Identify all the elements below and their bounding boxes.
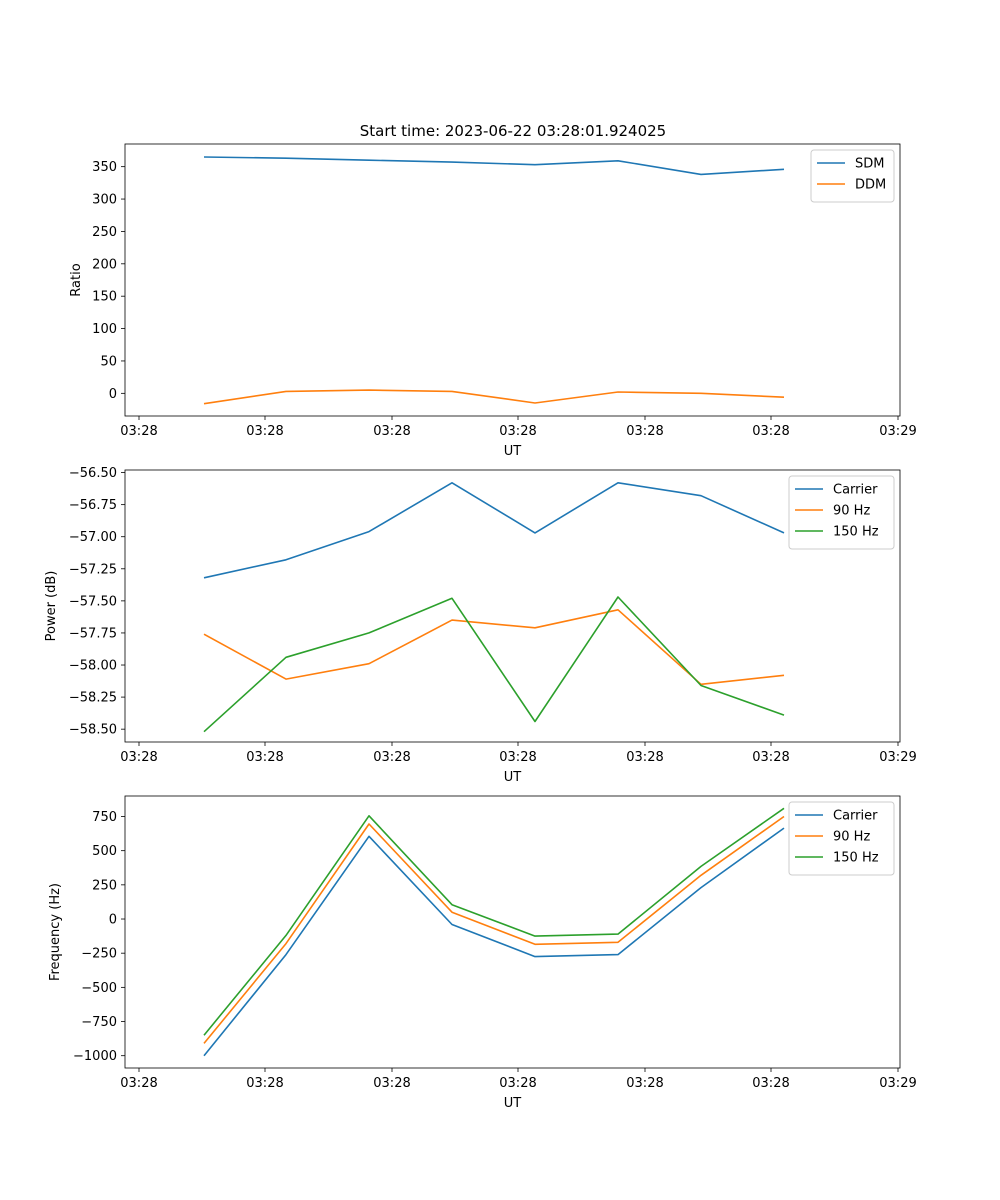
chart-panel-2: 03:28 03:28 03:28 03:28 03:28 03:28 03:29 −56.5… bbox=[44, 466, 917, 785]
y-tick-label: −58.00 bbox=[69, 659, 117, 674]
y-tick-label: −500 bbox=[81, 981, 117, 996]
y-tick-label: −57.00 bbox=[69, 530, 117, 545]
series-line-carrier bbox=[203, 481, 785, 579]
legend-label: 150 Hz bbox=[833, 525, 879, 540]
x-tick-label: 03:28 bbox=[246, 424, 283, 439]
legend-label: 90 Hz bbox=[833, 830, 870, 845]
x-tick-label: 03:28 bbox=[373, 750, 410, 765]
x-tick-label: 03:29 bbox=[879, 424, 916, 439]
x-tick-label: 03:28 bbox=[499, 424, 536, 439]
x-tick-label: 03:28 bbox=[752, 750, 789, 765]
y-tick-label: 200 bbox=[92, 257, 117, 272]
y-tick-label: −250 bbox=[81, 947, 117, 962]
x-tick-label: 03:28 bbox=[373, 424, 410, 439]
series-line-90-hz bbox=[203, 815, 785, 1044]
y-tick-label: −750 bbox=[81, 1015, 117, 1030]
chart-panel-1: 03:28 03:28 03:28 03:28 03:28 03:28 03:29 0 50 10… bbox=[69, 143, 917, 459]
x-tick-label: 03:28 bbox=[499, 750, 536, 765]
axes-frame bbox=[124, 795, 901, 1069]
axes-frame bbox=[124, 469, 901, 743]
y-tick-label: −58.25 bbox=[69, 691, 117, 706]
chart-panel-3: 03:28 03:28 03:28 03:28 03:28 03:28 03:29 750 50… bbox=[48, 795, 917, 1111]
legend-label: 90 Hz bbox=[833, 504, 870, 519]
series-line-ddm bbox=[203, 389, 785, 405]
y-tick-label: 0 bbox=[109, 913, 117, 928]
x-tick-label: 03:28 bbox=[499, 1076, 536, 1091]
y-axis-label: Power (dB) bbox=[44, 571, 59, 642]
y-tick-label: 150 bbox=[92, 290, 117, 305]
y-axis-label: Frequency (Hz) bbox=[48, 883, 63, 981]
legend: Carrier 90 Hz 150 Hz bbox=[788, 801, 895, 876]
series-line-sdm bbox=[203, 156, 785, 176]
x-tick-label: 03:28 bbox=[120, 424, 157, 439]
x-tick-label: 03:28 bbox=[626, 424, 663, 439]
x-tick-label: 03:28 bbox=[752, 1076, 789, 1091]
axes-frame bbox=[124, 143, 901, 417]
x-tick-label: 03:28 bbox=[626, 750, 663, 765]
legend-label: SDM bbox=[855, 157, 884, 172]
y-tick-label: −57.75 bbox=[69, 626, 117, 641]
y-axis-label: Ratio bbox=[69, 263, 84, 296]
y-tick-label: 250 bbox=[92, 225, 117, 240]
x-tick-label: 03:28 bbox=[373, 1076, 410, 1091]
y-tick-label: −57.50 bbox=[69, 594, 117, 609]
y-tick-label: −57.25 bbox=[69, 562, 117, 577]
x-tick-label: 03:29 bbox=[879, 750, 916, 765]
y-tick-label: 250 bbox=[92, 878, 117, 893]
plots-container: 03:28 03:28 03:28 03:28 03:28 03:28 03:29 0 50 10… bbox=[44, 143, 917, 1111]
legend: Carrier 90 Hz 150 Hz bbox=[788, 475, 895, 550]
x-tick-label: 03:28 bbox=[246, 750, 283, 765]
x-axis-label: UT bbox=[504, 444, 522, 459]
legend-label: 150 Hz bbox=[833, 851, 879, 866]
legend-label: DDM bbox=[855, 178, 886, 193]
x-tick-label: 03:28 bbox=[120, 1076, 157, 1091]
x-tick-label: 03:28 bbox=[752, 424, 789, 439]
figure-title: Start time: 2023-06-22 03:28:01.924025 bbox=[360, 122, 666, 140]
legend: SDM DDM bbox=[810, 149, 895, 203]
x-axis-label: UT bbox=[504, 1096, 522, 1111]
y-tick-label: 350 bbox=[92, 160, 117, 175]
y-tick-label: −1000 bbox=[73, 1049, 117, 1064]
x-tick-label: 03:28 bbox=[120, 750, 157, 765]
y-tick-label: 100 bbox=[92, 322, 117, 337]
y-tick-label: 750 bbox=[92, 810, 117, 825]
x-tick-label: 03:28 bbox=[626, 1076, 663, 1091]
legend-label: Carrier bbox=[833, 809, 878, 824]
x-tick-label: 03:28 bbox=[246, 1076, 283, 1091]
series-line-150-hz bbox=[203, 596, 785, 733]
y-tick-label: 50 bbox=[100, 354, 117, 369]
series-line-150-hz bbox=[203, 807, 785, 1036]
x-tick-label: 03:29 bbox=[879, 1076, 916, 1091]
y-tick-label: −56.75 bbox=[69, 498, 117, 513]
y-tick-label: 0 bbox=[109, 387, 117, 402]
series-line-carrier bbox=[203, 827, 785, 1057]
y-tick-label: −56.50 bbox=[69, 466, 117, 481]
legend-label: Carrier bbox=[833, 483, 878, 498]
y-tick-label: 500 bbox=[92, 844, 117, 859]
y-tick-label: 300 bbox=[92, 193, 117, 208]
x-axis-label: UT bbox=[504, 770, 522, 785]
y-tick-label: −58.50 bbox=[69, 723, 117, 738]
